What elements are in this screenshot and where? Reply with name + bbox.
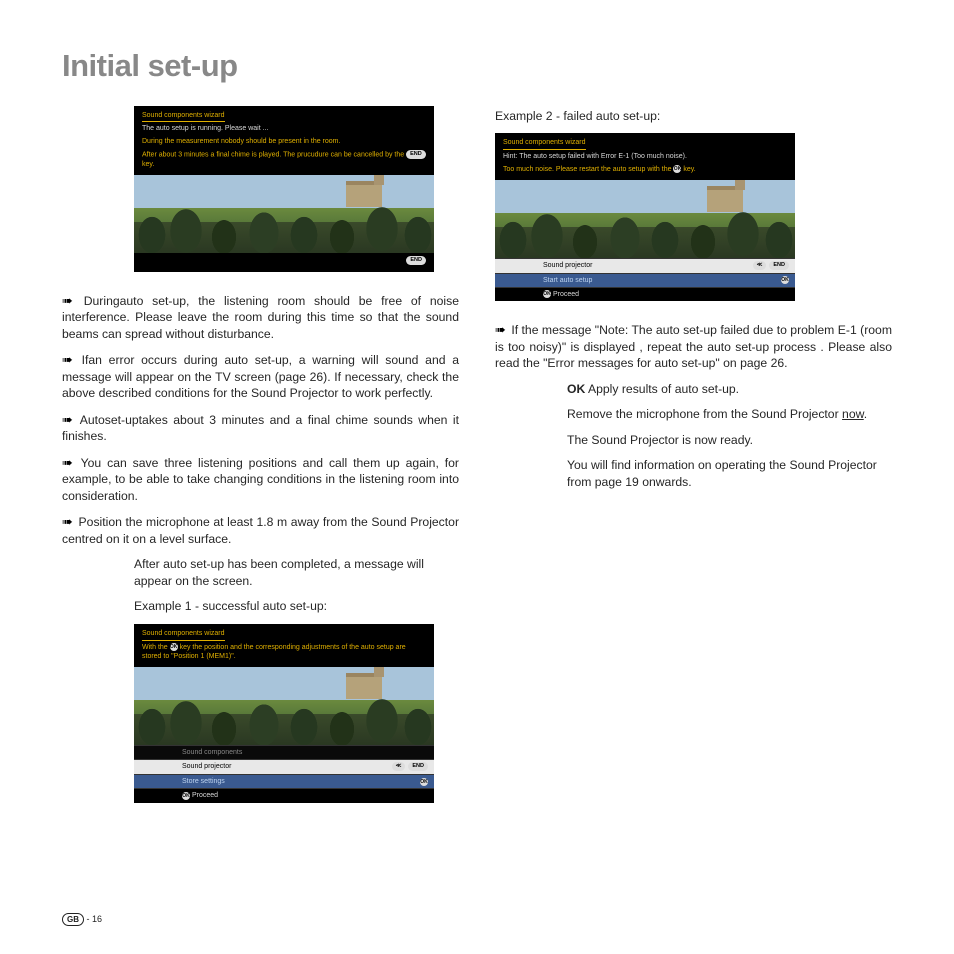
body-paragraph: The Sound Projector is now ready. (567, 432, 892, 448)
landscape-preview-image (134, 175, 434, 253)
screenshot-auto-setup-failed: Sound components wizard Hint: The auto s… (495, 133, 795, 301)
body-paragraph: ➠ Ifan error occurs during auto set-up, … (62, 351, 459, 401)
screenshot-auto-setup-running: Sound components wizard The auto setup i… (134, 106, 434, 272)
right-column: Example 2 - failed auto set-up: Sound co… (495, 106, 892, 823)
arrow-icon: ➠ (62, 411, 73, 429)
wizard-line: With the OK key the position and the cor… (142, 643, 426, 661)
wizard-title: Sound components wizard (503, 138, 586, 149)
menu-row: Sound components (134, 745, 434, 759)
end-key-badge: END (406, 150, 426, 159)
arrow-icon: ➠ (62, 513, 73, 531)
end-key-badge: END (408, 762, 428, 771)
ok-key-badge: OK (781, 276, 789, 284)
landscape-preview-image (134, 667, 434, 745)
arrow-icon: ➠ (495, 321, 506, 339)
body-paragraph: ➠ If the message "Note: The auto set-up … (495, 321, 892, 371)
menu-row-selected: Store settings OK (134, 774, 434, 788)
body-paragraph: ➠ Duringauto set-up, the listening room … (62, 292, 459, 342)
wizard-menu: Sound projector ≪END Start auto setup OK… (495, 258, 795, 302)
page-number: 16 (92, 914, 102, 924)
region-badge: GB (62, 913, 84, 926)
body-paragraph: Remove the microphone from the Sound Pro… (567, 406, 892, 422)
body-paragraph: ➠ You can save three listening positions… (62, 454, 459, 504)
menu-row-selected: Start auto setup OK (495, 273, 795, 287)
ok-key-badge: OK (420, 778, 428, 786)
ok-key-badge: OK (182, 792, 190, 800)
screenshot-auto-setup-success: Sound components wizard With the OK key … (134, 624, 434, 802)
body-paragraph: ➠ Position the microphone at least 1.8 m… (62, 513, 459, 547)
wizard-title: Sound components wizard (142, 111, 225, 122)
two-column-layout: Sound components wizard The auto setup i… (62, 106, 892, 823)
arrow-icon: ➠ (62, 351, 73, 369)
landscape-preview-image (495, 180, 795, 258)
end-key-badge: END (769, 261, 789, 270)
ok-key-badge: OK (543, 290, 551, 298)
menu-row: Sound projector ≪END (495, 258, 795, 273)
example-label: Example 1 - successful auto set-up: (134, 598, 459, 614)
arrow-icon: ➠ (62, 454, 73, 472)
back-key-badge: ≪ (392, 762, 406, 771)
page-title: Initial set-up (62, 48, 892, 84)
wizard-title: Sound components wizard (142, 629, 225, 640)
back-key-badge: ≪ (753, 261, 767, 270)
example-label: Example 2 - failed auto set-up: (495, 108, 892, 124)
body-paragraph: OK Apply results of auto set-up. (567, 381, 892, 397)
wizard-line: The auto setup is running. Please wait .… (142, 124, 426, 133)
wizard-warning: During the measurement nobody should be … (142, 137, 426, 146)
end-key-badge: END (406, 256, 426, 265)
wizard-menu: Sound components Sound projector ≪END St… (134, 745, 434, 803)
menu-row: Sound projector ≪END (134, 759, 434, 774)
body-paragraph: You will find information on operating t… (567, 457, 892, 490)
body-paragraph: ➠ Autoset-uptakes about 3 minutes and a … (62, 411, 459, 445)
left-column: Sound components wizard The auto setup i… (62, 106, 459, 823)
wizard-line: After about 3 minutes a final chime is p… (142, 150, 426, 169)
arrow-icon: ➠ (62, 292, 73, 310)
body-paragraph: After auto set-up has been completed, a … (134, 556, 459, 589)
wizard-line: Too much noise. Please restart the auto … (503, 165, 787, 174)
page-footer: GB - 16 (62, 913, 102, 926)
menu-row: OK Proceed (134, 788, 434, 802)
ok-key-badge: OK (170, 643, 178, 651)
wizard-line: Hint: The auto setup failed with Error E… (503, 152, 787, 161)
menu-row: OK Proceed (495, 287, 795, 301)
